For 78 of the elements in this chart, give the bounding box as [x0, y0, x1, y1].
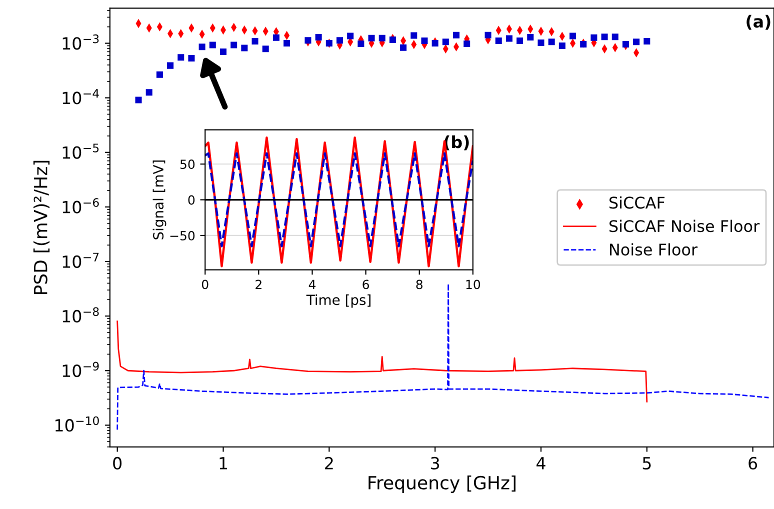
point: [558, 42, 566, 50]
point: [358, 40, 364, 47]
point: [432, 40, 438, 47]
point: [241, 44, 248, 52]
point: [570, 32, 576, 40]
line-series: [116, 320, 648, 402]
point: [252, 38, 258, 44]
x-tick-label: 5: [642, 457, 651, 470]
legend-label: SiCCAF Noise Floor: [609, 220, 760, 232]
y-axis-title: PSD [(mV)²/Hz]: [33, 160, 50, 294]
y-tick-label: 10$^{−5}$: [62, 144, 99, 159]
point: [272, 34, 280, 41]
y-axis-title: Signal [mV]: [152, 160, 166, 240]
point: [389, 36, 396, 43]
point: [347, 32, 354, 40]
point: [198, 44, 206, 50]
point: [284, 40, 290, 47]
x-tick-label: 3: [431, 456, 440, 470]
point: [378, 34, 386, 42]
x-tick-label: 4: [536, 457, 546, 470]
point: [464, 40, 470, 47]
x-tick-label: 6: [362, 280, 369, 290]
point: [209, 42, 216, 48]
x-axis-title: Frequency [GHz]: [368, 476, 516, 494]
point: [230, 42, 238, 48]
point: [146, 89, 152, 96]
point: [262, 46, 269, 52]
point: [410, 32, 418, 39]
point: [527, 34, 534, 40]
point: [336, 37, 344, 44]
x-tick-label: 8: [416, 280, 422, 290]
x-tick-label: 1: [220, 457, 227, 470]
point: [601, 34, 608, 40]
point: [135, 96, 142, 104]
annotation: (a): [746, 14, 770, 30]
point: [188, 55, 195, 62]
point: [315, 34, 322, 40]
point: [548, 38, 555, 46]
x-tick-label: 0: [113, 456, 122, 470]
x-tick-label: 4: [308, 280, 316, 289]
y-tick-label: 50: [180, 160, 195, 169]
x-axis-title: Time [ps]: [306, 294, 370, 308]
point: [538, 40, 544, 46]
point: [368, 34, 375, 42]
point: [167, 62, 174, 69]
y-tick-label: 10$^{−3}$: [62, 34, 99, 50]
point: [612, 34, 618, 40]
point: [156, 71, 163, 78]
x-tick-label: 6: [748, 456, 758, 470]
y-tick-label: 0: [188, 195, 195, 205]
point: [622, 40, 629, 48]
x-tick-label: 2: [256, 280, 262, 289]
point: [421, 38, 428, 44]
point: [304, 37, 312, 44]
y-tick-label: 10$^{−8}$: [62, 307, 99, 323]
point: [484, 32, 492, 38]
point: [220, 48, 226, 55]
point: [178, 54, 184, 61]
y-tick-label: 10$^{−6}$: [62, 198, 99, 214]
x-tick-label: 2: [325, 456, 333, 470]
point: [400, 44, 407, 51]
point: [442, 38, 449, 46]
y-tick-label: 10$^{−7}$: [62, 252, 99, 268]
y-tick-label: 10$^{−4}$: [62, 89, 99, 104]
point: [506, 35, 512, 42]
y-tick-label: 10$^{−9}$: [62, 362, 99, 378]
point: [633, 38, 640, 46]
y-tick-label: 10$^{−10}$: [56, 416, 99, 432]
point: [644, 38, 650, 44]
point: [495, 38, 502, 44]
x-tick-label: 10: [466, 280, 480, 290]
point: [452, 32, 460, 38]
legend-label: SiCCAF: [609, 196, 664, 209]
x-tick-label: 0: [202, 280, 208, 290]
point: [516, 38, 524, 44]
y-tick-label: −50: [170, 230, 195, 240]
legend-label: Noise Floor: [610, 243, 698, 256]
point: [590, 34, 598, 41]
